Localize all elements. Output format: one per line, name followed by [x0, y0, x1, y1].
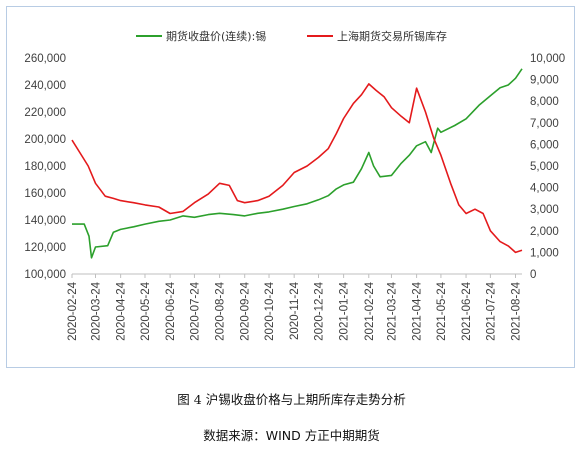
x-tick-label: 2020-08-24: [215, 281, 227, 340]
x-tick-label: 2021-05-24: [436, 281, 448, 340]
x-tick-label: 2021-04-24: [412, 281, 424, 340]
y-left-tick-label: 200,000: [24, 134, 66, 146]
series-line-tin-inventory: [71, 83, 523, 254]
x-tick-label: 2020-11-24: [289, 281, 301, 340]
x-tick-label: 2020-03-24: [91, 281, 103, 340]
x-tick-label: 2021-08-24: [511, 281, 523, 340]
y-right-tick-label: 9,000: [530, 75, 559, 87]
y-right-tick-label: 3,000: [530, 204, 559, 216]
y-left-tick-label: 160,000: [24, 188, 66, 200]
x-tick-label: 2021-01-24: [339, 281, 351, 340]
legend: 期货收盘价(连续):锡 上海期货交易所锡库存: [136, 29, 447, 43]
x-tick-label: 2021-03-24: [386, 281, 398, 340]
x-tick-label: 2021-06-24: [461, 281, 473, 340]
y-right-tick-label: 8,000: [530, 96, 559, 108]
series-line-tin-price: [72, 68, 523, 259]
chart-frame: [6, 6, 575, 368]
y-left-tick-label: 260,000: [24, 53, 66, 65]
x-tick-label: 2020-12-24: [313, 281, 325, 340]
axes: 100,000 120,000 140,000 160,000 180,000 200,0…: [24, 53, 565, 341]
y-left-tick-label: 180,000: [24, 161, 66, 173]
series-lines: [71, 68, 523, 259]
x-tick-label: 2020-09-24: [240, 281, 252, 340]
legend-label: 期货收盘价(连续):锡: [166, 29, 266, 43]
y-right-tick-label: 4,000: [530, 183, 559, 195]
x-tick-label: 2020-05-24: [140, 281, 152, 340]
y-right-tick-label: 5,000: [530, 161, 559, 173]
data-source-note: 数据来源：WIND 方正中期期货: [203, 428, 380, 443]
x-tick-label: 2021-07-24: [485, 281, 497, 340]
y-left-tick-label: 120,000: [24, 242, 66, 254]
figure-caption: 图 4 沪锡收盘价格与上期所库存走势分析: [177, 392, 406, 407]
x-tick-label: 2020-06-24: [165, 281, 177, 340]
legend-label: 上海期货交易所锡库存: [337, 29, 447, 43]
y-right-tick-label: 10,000: [530, 53, 565, 65]
chart-svg: 期货收盘价(连续):锡 上海期货交易所锡库存 100,000 120,000 140,…: [24, 29, 565, 341]
y-left-tick-label: 220,000: [24, 107, 66, 119]
y-right-tick-label: 1,000: [530, 247, 559, 259]
x-tick-label: 2020-04-24: [116, 281, 128, 340]
x-tick-label: 2020-10-24: [264, 281, 276, 340]
x-tick-label: 2020-07-24: [189, 281, 201, 340]
y-left-tick-label: 240,000: [24, 80, 66, 92]
y-left-tick-label: 100,000: [24, 269, 66, 281]
y-right-tick-label: 7,000: [530, 118, 559, 130]
y-right-tick-label: 2,000: [530, 226, 559, 238]
x-tick-label: 2021-02-24: [364, 281, 376, 340]
y-right-tick-label: 0: [530, 269, 536, 281]
y-left-tick-label: 140,000: [24, 215, 66, 227]
x-tick-label: 2020-02-24: [67, 281, 79, 340]
y-right-tick-label: 6,000: [530, 139, 559, 151]
